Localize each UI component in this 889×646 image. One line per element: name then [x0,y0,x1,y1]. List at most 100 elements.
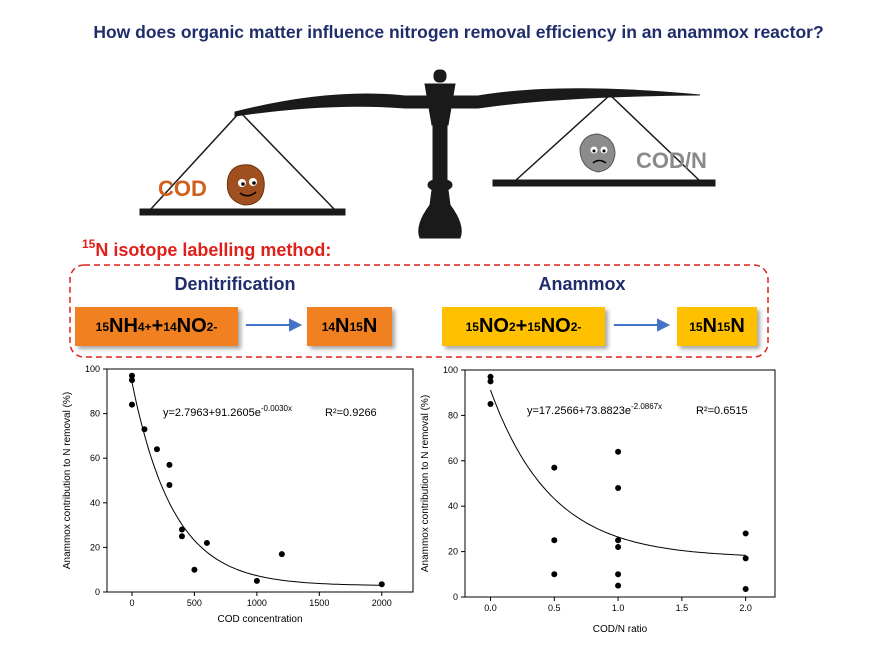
codn-face [579,133,616,173]
fit-equation: y=17.2566+73.8823e-2.0867x [527,402,662,417]
fit-equation: y=2.7963+91.2605e-0.0030x [163,404,292,419]
part: 14 [163,319,177,334]
point [551,537,558,544]
part: 15 [95,319,110,334]
codn-label: COD/N [636,148,707,173]
part: N [730,315,745,337]
anammox-title: Anammox [538,274,626,294]
method-text: N isotope labelling method: [95,240,332,260]
denitrification-product: 14 N 15 N [307,307,392,346]
part: NO [478,315,509,337]
y-axis-title: Anammox contribution to N removal (%) [420,395,431,572]
part: - [213,319,218,334]
point [615,485,622,492]
x-tick-label: 1.5 [676,603,689,613]
y-tick-label: 60 [448,456,458,466]
denitrification-title: Denitrification [174,274,296,294]
point [203,539,210,546]
point [153,446,160,453]
part: + [144,319,152,334]
balance-scale [139,69,716,239]
x-axis-title: COD concentration [217,614,302,625]
point [487,401,494,408]
part: 15 [349,319,363,334]
equation-base: y=17.2566+73.8823e [527,405,631,417]
y-tick-label: 60 [90,453,100,463]
point [615,537,622,544]
x-tick-label: 1500 [309,598,329,608]
equation-exponent: -0.0030x [261,404,292,413]
fit-curve [490,389,746,556]
part: + [515,315,528,337]
part: 15 [717,319,731,334]
point [166,461,173,468]
y-axis-title: Anammox contribution to N removal (%) [62,392,73,569]
anammox-product: 15 N 15 N [677,307,757,346]
point [487,378,494,385]
cod-face [226,164,265,206]
part: N [335,315,350,337]
x-tick-label: 2000 [372,598,392,608]
y-tick-label: 20 [90,542,100,552]
part: 15 [689,319,703,334]
y-tick-label: 80 [90,409,100,419]
y-tick-label: 100 [443,365,458,375]
x-tick-label: 1.0 [612,603,625,613]
point [378,581,385,588]
part: 14 [321,319,336,334]
x-tick-label: 1000 [247,598,267,608]
point [166,481,173,488]
point [278,551,285,558]
x-tick-label: 0.5 [548,603,561,613]
point [253,577,260,584]
r-squared: R²=0.6515 [696,405,748,417]
isotope: 15 [82,237,96,251]
equation-exponent: -2.0867x [631,402,662,411]
part: - [577,319,582,334]
r-squared: R²=0.9266 [325,407,377,419]
x-tick-label: 500 [187,598,202,608]
part: NH [109,315,138,337]
point [128,401,135,408]
arrows [246,318,671,332]
point [178,533,185,540]
point [178,526,185,533]
x-tick-label: 2.0 [739,603,752,613]
part: N [702,315,717,337]
part: 2 [508,319,516,334]
fit-curve [131,382,382,586]
point [191,566,198,573]
part: 15 [465,319,479,334]
y-tick-label: 0 [453,592,458,602]
plot-frame [464,369,776,598]
part: NO [176,315,207,337]
x-tick-label: 0.0 [484,603,497,613]
equation-base: y=2.7963+91.2605e [163,407,261,419]
y-tick-label: 20 [448,547,458,557]
point [487,373,494,380]
point [615,448,622,455]
point [615,582,622,589]
point [742,586,749,593]
cod-label: COD [158,176,207,201]
point [128,372,135,379]
point [615,544,622,551]
point [128,377,135,384]
part: 15 [527,319,541,334]
point [551,571,558,578]
anammox-reactant: 15 NO 2 +15 NO 2- [442,307,605,346]
y-tick-label: 100 [85,364,100,374]
part: N [362,315,378,337]
title: How does organic matter influence nitrog… [93,22,824,42]
part: + [151,315,164,337]
part: NO [540,315,571,337]
x-tick-label: 0 [129,598,134,608]
point [141,426,148,433]
point [615,571,622,578]
point [742,555,749,562]
point [551,464,558,471]
part: 2 [570,319,578,334]
part: 4 [137,319,145,334]
